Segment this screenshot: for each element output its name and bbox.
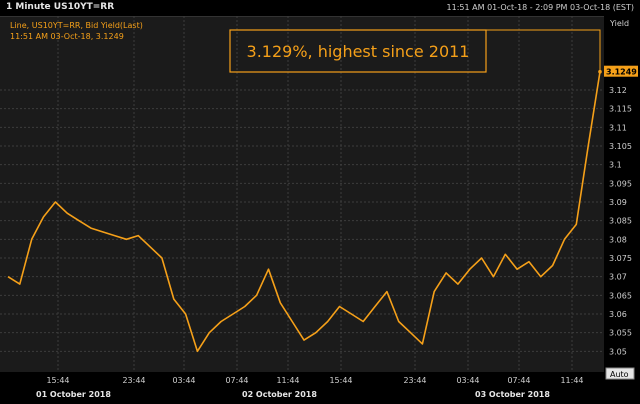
y-tick-label: 3.065 [609, 291, 632, 300]
title-bar: 1 Minute US10YT=RR 11:51 AM 01-Oct-18 - … [0, 0, 640, 17]
right-axis: Yield 3.12 3.115 3.11 3.105 3.1 3.095 3.09 3.08… [604, 16, 640, 404]
legend-series-name: Line, US10YT=RR, Bid Yield(Last) [10, 21, 143, 30]
y-tick-label: 3.07 [609, 273, 627, 282]
date-label: 01 October 2018 [36, 390, 111, 399]
x-tick-label: 03:44 [172, 376, 195, 385]
bottom-axis-background [0, 372, 604, 404]
x-tick-label: 03:44 [456, 376, 479, 385]
y-tick-label: 3.06 [609, 310, 627, 319]
y-tick-label: 3.085 [609, 217, 632, 226]
auto-button-label[interactable]: Auto [610, 370, 629, 379]
y-tick-label: 3.08 [609, 235, 627, 244]
last-value-badge-bg [604, 65, 638, 77]
y-tick-label: 3.05 [609, 347, 627, 356]
x-tick-label: 07:44 [507, 376, 530, 385]
date-label: 02 October 2018 [242, 390, 317, 399]
y-tick-label: 3.115 [609, 105, 632, 114]
x-tick-label: 15:44 [46, 376, 69, 385]
y-tick-label: 3.055 [609, 329, 632, 338]
date-label: 03 October 2018 [475, 390, 550, 399]
auto-scale-button[interactable]: Auto [605, 367, 635, 380]
grid [0, 16, 604, 372]
y-tick-label: 3.1 [609, 161, 622, 170]
y-tick-label: 3.12 [609, 86, 627, 95]
series-line-us10y-yield [7, 71, 601, 353]
x-tick-label: 07:44 [225, 376, 248, 385]
annotation-leader [486, 29, 601, 72]
x-tick-label: 11:44 [276, 376, 299, 385]
chart-title: 1 Minute US10YT=RR [6, 2, 115, 12]
y-tick-label: 3.09 [609, 198, 627, 207]
x-tick-label: 15:44 [329, 376, 352, 385]
legend-last-value: 11:51 AM 03-Oct-18, 3.1249 [10, 32, 124, 41]
last-value-label: 3.1249 [606, 68, 637, 77]
last-point-marker [598, 69, 602, 74]
annotation: 3.129%, highest since 2011 [229, 29, 601, 73]
y-tick-label: 3.11 [609, 123, 627, 132]
x-tick-label: 11:44 [560, 376, 583, 385]
annotation-box [229, 29, 487, 73]
x-tick-label: 23:44 [122, 376, 145, 385]
annotation-text: 3.129%, highest since 2011 [247, 42, 470, 61]
x-tick-label: 23:44 [403, 376, 426, 385]
axis-title-yield: Yield [609, 19, 629, 28]
series-layer [7, 69, 602, 353]
last-value-badge: 3.1249 [604, 65, 638, 77]
y-tick-label: 3.105 [609, 142, 632, 151]
y-tick-label: 3.095 [609, 179, 632, 188]
date-range: 11:51 AM 01-Oct-18 - 2:09 PM 03-Oct-18 (… [446, 3, 634, 12]
y-tick-label: 3.075 [609, 254, 632, 263]
bottom-axis: 15:44 23:44 03:44 07:44 11:44 15:44 23:44 03:44… [0, 372, 604, 404]
plot-area: Yield 3.12 3.115 3.11 3.105 3.1 3.095 3.09 3.08… [0, 16, 640, 404]
right-axis-background [604, 16, 640, 404]
legend: Line, US10YT=RR, Bid Yield(Last) 11:51 A… [10, 21, 143, 41]
auto-button-bg[interactable] [605, 367, 635, 380]
